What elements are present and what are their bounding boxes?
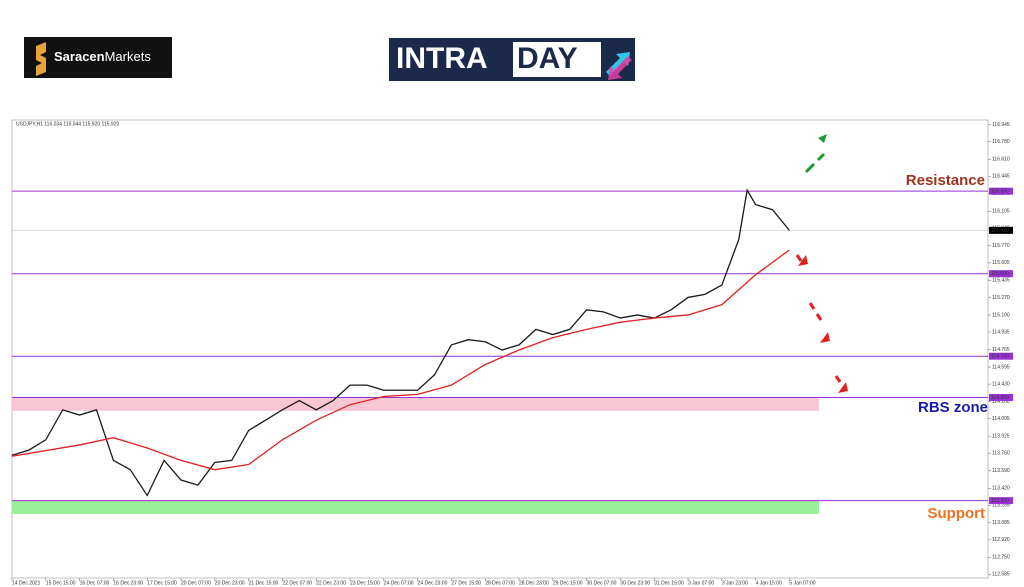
annotation-support: Support: [928, 505, 986, 522]
y-tick-label: 114.095: [992, 416, 1010, 422]
x-tick-label: 30 Dec 07:00: [587, 580, 617, 586]
zone: [12, 500, 819, 515]
symbol-info: USDJPY,H1 116.034 116.044 115.920 115.92…: [16, 121, 119, 127]
x-tick-label: 15 Dec 15:00: [46, 580, 76, 586]
level-tag: [989, 393, 1013, 401]
zone: [12, 397, 819, 411]
y-tick-label: 116.945: [992, 122, 1010, 128]
y-tick-label: 113.925: [992, 433, 1010, 439]
level-tag: [989, 270, 1013, 278]
y-tick-label: 115.270: [992, 295, 1010, 301]
x-tick-label: 17 Dec 15:00: [147, 580, 177, 586]
y-tick-label: 112.920: [992, 537, 1010, 543]
brand-second: Markets: [105, 49, 152, 64]
y-tick-label: 114.595: [992, 364, 1010, 370]
arrow-down-2: [808, 302, 823, 321]
y-tick-label: 115.605: [992, 260, 1010, 266]
arrow-down-1-head: [798, 255, 808, 266]
y-tick-label: 116.610: [992, 157, 1010, 163]
x-tick-label: 23 Dec 15:00: [350, 580, 380, 586]
x-tick-label: 20 Dec 23:00: [215, 580, 245, 586]
x-tick-label: 28 Dec 07:00: [485, 580, 515, 586]
y-tick-label: 113.760: [992, 451, 1010, 457]
price-line: [11, 249, 790, 471]
x-tick-label: 4 Jan 15:00: [756, 580, 782, 586]
price-line: [11, 188, 790, 497]
y-tick-label: 115.435: [992, 278, 1010, 284]
plot: [11, 124, 991, 581]
x-tick-label: 24 Dec 23:00: [418, 580, 448, 586]
arrow-down-2-head: [820, 332, 830, 343]
x-tick-label: 22 Dec 23:00: [316, 580, 346, 586]
y-tick-label: 113.085: [992, 520, 1010, 526]
x-tick-label: 31 Dec 15:00: [654, 580, 684, 586]
level-tag: [989, 187, 1013, 195]
y-tick-label: 113.590: [992, 468, 1010, 474]
level-label: 115.500: [991, 271, 1009, 277]
level-tag: [989, 497, 1013, 505]
y-tick-label: 114.260: [992, 399, 1010, 405]
y-tick-label: 116.780: [992, 139, 1010, 145]
banner-right: DAY: [517, 42, 578, 75]
y-tick-label: 113.255: [992, 503, 1010, 509]
x-tick-label: 3 Jan 07:00: [688, 580, 714, 586]
arrow-up: [804, 152, 826, 174]
brand-logo: [24, 37, 172, 78]
x-tick-label: 27 Dec 15:00: [451, 580, 481, 586]
x-tick-label: 3 Jan 23:00: [722, 580, 748, 586]
annotation-resistance: Resistance: [906, 172, 985, 189]
x-tick-label: 5 Jan 07:00: [789, 580, 815, 586]
x-tick-label: 21 Dec 15:00: [249, 580, 279, 586]
banner-left: INTRA: [396, 42, 488, 75]
y-tick-label: 112.750: [992, 555, 1010, 561]
arrow-down-1: [795, 254, 803, 262]
brand-icon: [36, 42, 46, 76]
level-label: 113.300: [991, 498, 1009, 504]
y-tick-label: 114.430: [992, 381, 1010, 387]
y-tick-label: 115.770: [992, 243, 1010, 249]
x-tick-label: 14 Dec 2021: [12, 580, 41, 586]
arrow-down-3-head: [838, 382, 848, 393]
arrow-up-head: [818, 134, 827, 143]
y-tick-label: 112.585: [992, 572, 1010, 578]
x-tick-label: 29 Dec 15:00: [553, 580, 583, 586]
last-price-tag: [989, 226, 1013, 234]
arrow-down-3: [834, 375, 842, 383]
level-label: 114.300: [991, 395, 1009, 401]
level-label: 116.300: [991, 189, 1009, 195]
x-tick-label: 20 Dec 07:00: [181, 580, 211, 586]
y-tick-label: 114.935: [992, 329, 1010, 335]
x-tick-label: 30 Dec 23:00: [620, 580, 650, 586]
x-tick-label: 16 Dec 07:00: [80, 580, 110, 586]
brand-first: Saracen: [54, 49, 105, 64]
y-tick-label: 114.765: [992, 347, 1010, 353]
x-tick-label: 28 Dec 23:00: [519, 580, 549, 586]
y-tick-label: 116.445: [992, 174, 1010, 180]
x-tick-label: 22 Dec 07:00: [282, 580, 312, 586]
x-tick-label: 16 Dec 23:00: [113, 580, 143, 586]
y-tick-label: 116.105: [992, 209, 1010, 215]
level-label: 114.700: [991, 354, 1009, 360]
banner-box: [513, 42, 601, 77]
brand-name: SaracenMarkets: [54, 49, 151, 64]
y-tick-label: 113.420: [992, 486, 1010, 492]
last-price-label: 115.920: [991, 228, 1009, 234]
level-tag: [989, 352, 1013, 360]
y-tick-label: 115.100: [992, 312, 1010, 318]
x-tick-label: 24 Dec 07:00: [384, 580, 414, 586]
annotation-rbs: RBS zone: [918, 399, 988, 416]
banner-arrow-down: [608, 56, 632, 80]
